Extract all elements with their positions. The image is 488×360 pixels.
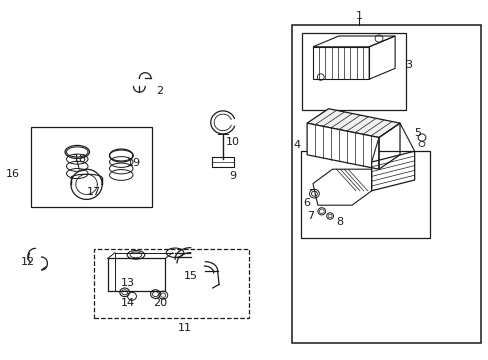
Text: 14: 14 [121,298,135,308]
Text: 1: 1 [355,11,362,21]
Text: 5: 5 [414,128,421,138]
Text: 8: 8 [336,217,343,227]
Text: 18: 18 [73,154,86,164]
Polygon shape [306,123,378,169]
Polygon shape [306,109,399,138]
Text: 17: 17 [87,186,101,197]
Text: 6: 6 [303,198,310,208]
Text: 7: 7 [307,211,314,221]
Text: 15: 15 [183,271,197,282]
Text: 16: 16 [6,169,20,179]
Text: 13: 13 [121,278,135,288]
Text: 2: 2 [156,86,163,96]
Text: 11: 11 [178,323,191,333]
Text: 10: 10 [225,137,239,147]
Text: 19: 19 [127,158,141,168]
Text: 12: 12 [21,257,35,267]
Text: 9: 9 [229,171,236,181]
Text: 3: 3 [405,60,411,70]
Text: 20: 20 [153,298,167,309]
Text: 4: 4 [293,140,300,150]
